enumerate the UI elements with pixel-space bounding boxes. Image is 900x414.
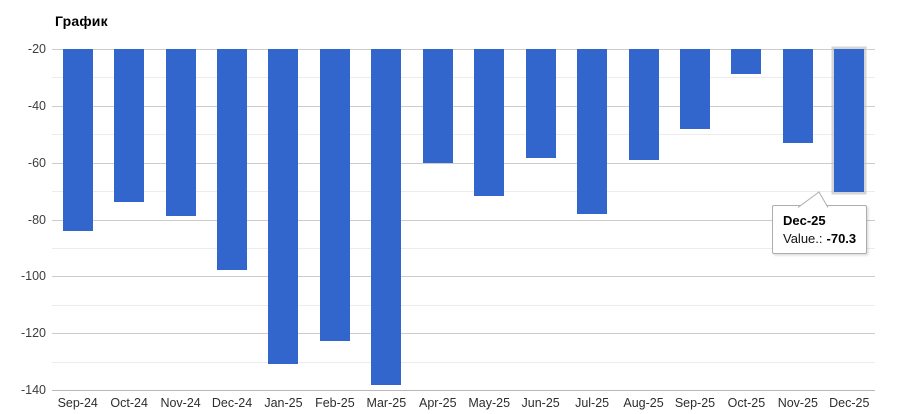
bar-oct-24[interactable] xyxy=(114,49,145,203)
x-axis-label: Sep-25 xyxy=(674,396,716,410)
bar-jun-25[interactable] xyxy=(525,49,556,159)
tooltip-callout-arrow xyxy=(797,191,829,208)
major-gridline xyxy=(52,276,875,278)
bar-feb-25[interactable] xyxy=(319,49,350,342)
bar-dec-25[interactable] xyxy=(834,49,865,192)
major-gridline xyxy=(52,49,875,50)
y-axis-label: -120 xyxy=(20,326,46,341)
x-axis-label: Dec-24 xyxy=(211,396,253,410)
bar-apr-25[interactable] xyxy=(422,49,453,164)
y-axis-label: -100 xyxy=(20,269,46,284)
x-axis-line xyxy=(52,390,875,391)
minor-gridline xyxy=(52,361,875,363)
bar-jan-25[interactable] xyxy=(268,49,299,365)
x-axis-label: Dec-25 xyxy=(829,396,870,410)
y-axis-label: -20 xyxy=(27,42,46,56)
x-axis-label: Jan-25 xyxy=(264,396,303,410)
major-gridline xyxy=(52,333,875,335)
tooltip-label: Value.: xyxy=(783,231,823,246)
tooltip-value: -70.3 xyxy=(826,231,857,246)
x-axis-label: Nov-24 xyxy=(160,396,201,410)
x-axis-label: Mar-25 xyxy=(366,396,407,410)
tooltip-header: Dec-25 xyxy=(783,213,826,228)
bar-mar-25[interactable] xyxy=(371,49,402,386)
bar-jul-25[interactable] xyxy=(577,49,608,214)
tooltip-row: Value.: -70.3 xyxy=(783,231,866,246)
x-axis-label: May-25 xyxy=(468,396,511,410)
x-axis-label: Oct-24 xyxy=(110,396,148,410)
x-axis-label: Oct-25 xyxy=(727,396,766,410)
x-axis-label: Aug-25 xyxy=(623,396,664,410)
bar-sep-25[interactable] xyxy=(679,49,710,129)
x-axis-label: Jul-25 xyxy=(575,396,610,410)
y-axis-label: -60 xyxy=(27,155,46,170)
bar-nov-25[interactable] xyxy=(782,49,813,143)
minor-gridline xyxy=(52,77,875,79)
minor-gridline xyxy=(52,304,875,306)
y-axis-label: -40 xyxy=(27,98,46,113)
bar-aug-25[interactable] xyxy=(628,49,659,161)
minor-gridline xyxy=(52,134,875,136)
tooltip: Dec-25 Value.: -70.3 xyxy=(772,205,867,254)
x-axis-label: Apr-25 xyxy=(419,396,457,410)
x-axis-label: Feb-25 xyxy=(315,396,355,410)
bar-nov-24[interactable] xyxy=(165,49,196,217)
bar-dec-24[interactable] xyxy=(217,49,248,271)
bar-may-25[interactable] xyxy=(474,49,505,196)
major-gridline xyxy=(52,105,875,107)
y-axis-label: -80 xyxy=(27,212,46,227)
x-axis-label: Sep-24 xyxy=(57,396,98,410)
y-axis-label: -140 xyxy=(20,383,46,397)
major-gridline xyxy=(52,162,875,164)
x-axis-label: Nov-25 xyxy=(777,396,818,410)
bar-sep-24[interactable] xyxy=(62,49,93,231)
bar-oct-25[interactable] xyxy=(731,49,762,74)
chart-title: График xyxy=(55,13,108,29)
minor-gridline xyxy=(52,247,875,249)
x-axis-label: Jun-25 xyxy=(521,396,560,410)
major-gridline xyxy=(52,219,875,221)
minor-gridline xyxy=(52,191,875,193)
